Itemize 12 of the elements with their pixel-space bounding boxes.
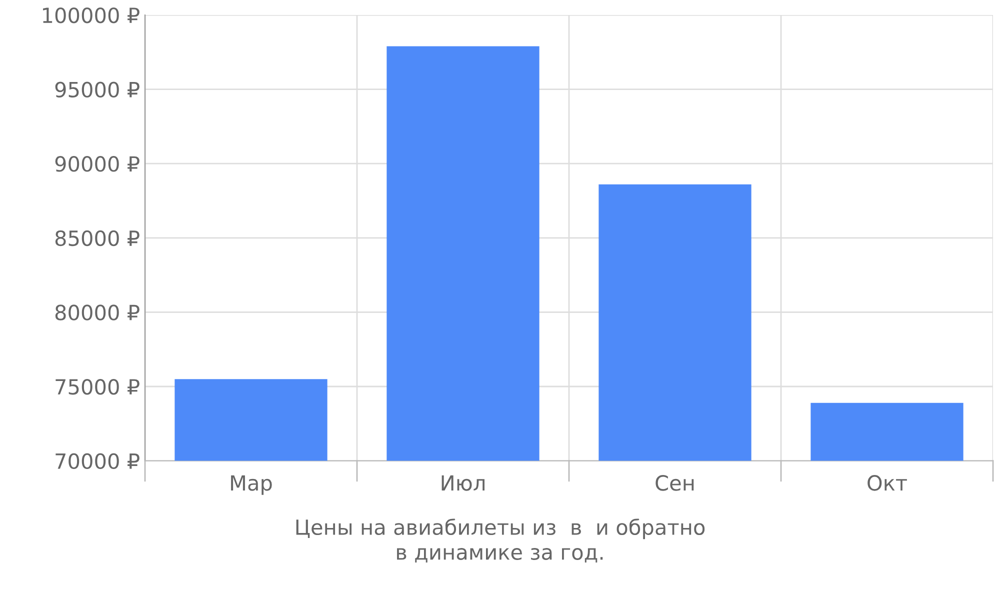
y-tick-label: 80000 ₽ [55, 304, 140, 320]
x-tick-label: Окт [868, 475, 907, 491]
y-tick-label: 90000 ₽ [55, 156, 140, 172]
y-tick-label: 85000 ₽ [55, 230, 140, 246]
text: Цены на авиабилеты из в и обратно в динамике за год. [296, 518, 705, 563]
y-tick-label: 95000 ₽ [55, 82, 140, 98]
x-tick-label: Сен [656, 475, 694, 491]
x-tick-label: Мар [231, 475, 272, 495]
y-tick-label: 75000 ₽ [56, 378, 140, 395]
y-tick-label: 70000 ₽ [56, 453, 140, 470]
x-tick-label: Июл [442, 475, 484, 491]
y-tick-label: 100000 ₽ [43, 7, 140, 24]
